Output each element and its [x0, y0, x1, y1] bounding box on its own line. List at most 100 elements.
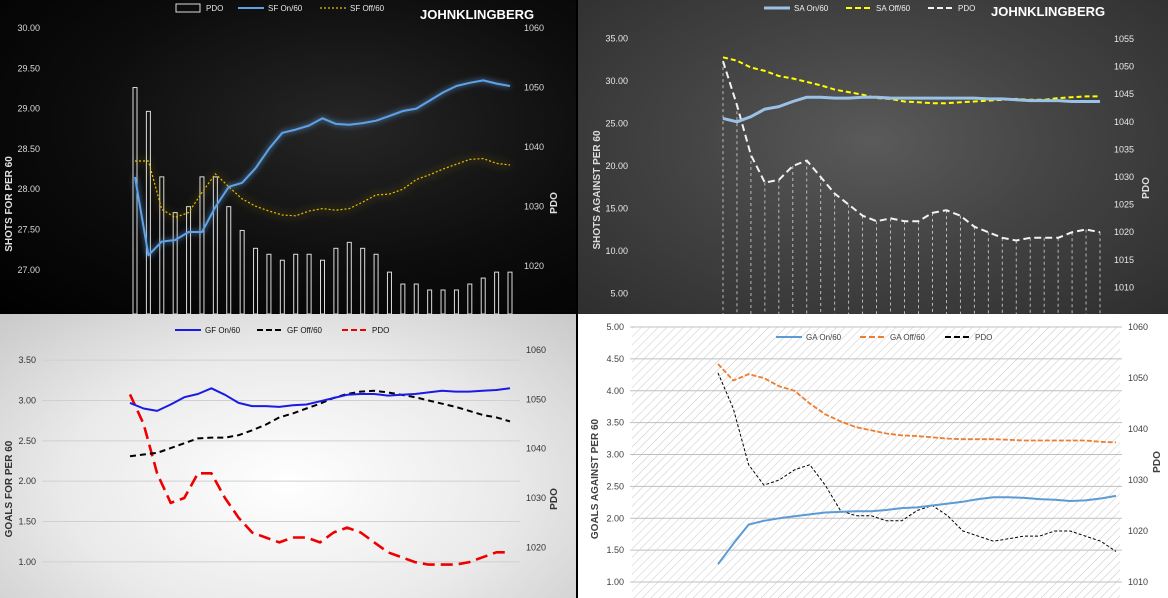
pdo-line: [128, 393, 510, 566]
on-ice-line: [134, 79, 511, 257]
y2-axis-title: PDO: [549, 192, 560, 214]
pdo-bar: [266, 253, 272, 314]
chart-panel-goals-against: 5.00 4.50 4.00 3.50 3.00 2.50 2.00 1.50 1.00 1060…: [578, 314, 1168, 598]
legend-label-pdo: PDO: [372, 326, 389, 335]
pdo-bar: [320, 259, 325, 314]
y2-tick-label: 1035: [1114, 144, 1134, 154]
y2-tick-label: 1015: [1114, 255, 1134, 265]
y2-tick-label: 1030: [1128, 475, 1148, 485]
y-tick-label: 29.50: [17, 63, 40, 73]
off-ice-line: [129, 389, 511, 458]
legend-label-off: GA Off/60: [890, 333, 926, 342]
y-tick-label: 3.00: [606, 450, 624, 460]
y-tick-label: 1.50: [606, 545, 624, 555]
pdo-line: [722, 60, 1101, 242]
pdo-bar: [226, 206, 232, 314]
y2-axis-title: PDO: [549, 488, 560, 510]
pdo-bar: [453, 289, 459, 314]
chart-goals-against: 5.00 4.50 4.00 3.50 3.00 2.50 2.00 1.50 1.00 1060…: [590, 322, 1163, 598]
y2-axis-title: PDO: [1141, 177, 1152, 199]
pdo-bar: [145, 110, 151, 314]
y2-tick-label: 1020: [1114, 227, 1134, 237]
y-axis-title: SHOTS FOR PER 60: [4, 156, 15, 252]
y2-tick-label: 1050: [1114, 62, 1134, 72]
off-ice-line: [722, 56, 1100, 105]
y-tick-label: 35.00: [605, 34, 628, 44]
pdo-bar: [467, 283, 473, 314]
on-ice-line: [722, 95, 1100, 124]
pdo-bar: [386, 271, 392, 314]
y-tick-label: 25.00: [605, 119, 628, 129]
y2-tick-label: 1050: [524, 83, 544, 93]
y2-tick-label: 1025: [1114, 200, 1134, 210]
legend-swatch-pdo: [175, 3, 201, 13]
legend-label-pdo: PDO: [958, 4, 975, 13]
off-ice-line: [135, 158, 511, 218]
y-axis-title: GOALS FOR PER 60: [4, 440, 15, 537]
pdo-bar: [293, 253, 299, 314]
y2-tick-label: 1010: [1128, 577, 1148, 587]
on-ice-line: [717, 494, 1117, 565]
y-tick-label: 4.50: [606, 354, 624, 364]
y2-tick-label: 1010: [1114, 282, 1134, 292]
legend-label-on: SF On/60: [268, 4, 303, 13]
legend-label-on: GF On/60: [205, 326, 241, 335]
y2-tick-label: 1050: [526, 394, 546, 404]
y2-tick-label: 1040: [526, 444, 546, 454]
pdo-bar: [413, 283, 419, 314]
y-tick-label: 10.00: [605, 246, 628, 256]
pdo-line: [717, 372, 1117, 552]
chart-panel-shots-against: 35.00 30.00 25.00 20.00 15.00 10.00 5.00 1055 10…: [578, 0, 1168, 314]
pdo-bar: [400, 283, 406, 314]
pdo-bar: [507, 271, 513, 314]
y-tick-label: 1.00: [18, 557, 36, 567]
y2-tick-label: 1040: [1114, 117, 1134, 127]
pdo-bar: [427, 289, 433, 314]
legend-label-off: SF Off/60: [350, 4, 385, 13]
legend-label-pdo: PDO: [975, 333, 992, 342]
y-tick-label: 28.00: [17, 184, 40, 194]
y-tick-label: 1.00: [606, 577, 624, 587]
pdo-bar: [253, 247, 259, 314]
y2-tick-label: 1060: [1128, 322, 1148, 332]
y2-tick-label: 1030: [526, 493, 546, 503]
pdo-bar: [360, 247, 366, 314]
y2-tick-label: 1050: [1128, 373, 1148, 383]
y2-axis-title: PDO: [1152, 451, 1163, 473]
on-ice-line: [129, 387, 511, 412]
y-tick-label: 2.50: [606, 481, 624, 491]
pdo-bar: [212, 176, 218, 314]
y-tick-label: 5.00: [610, 288, 628, 298]
legend-label-on: SA On/60: [794, 4, 829, 13]
y-tick-label: 20.00: [605, 161, 628, 171]
y-tick-label: 30.00: [605, 76, 628, 86]
y2-tick-label: 1020: [524, 261, 544, 271]
legend-label-on: GA On/60: [806, 333, 842, 342]
y-tick-label: 5.00: [606, 322, 624, 332]
chart-shots-against: 35.00 30.00 25.00 20.00 15.00 10.00 5.00 1055 10…: [592, 4, 1152, 314]
y2-tick-label: 1020: [526, 542, 546, 552]
chart-shots-for: 30.00 29.50 29.00 28.50 28.00 27.50 27.00 1060 1…: [4, 3, 560, 314]
y-axis-title: GOALS AGAINST PER 60: [590, 418, 601, 539]
chart-goals-for: 3.50 3.00 2.50 2.00 1.50 1.00 1060 1050 1040 1030…: [4, 326, 560, 567]
legend-label-off: SA Off/60: [876, 4, 911, 13]
pdo-bar: [494, 271, 500, 314]
off-ice-line: [717, 363, 1117, 444]
pdo-bar: [172, 212, 178, 314]
y2-tick-label: 1045: [1114, 89, 1134, 99]
y2-tick-label: 1060: [524, 23, 544, 33]
y2-tick-label: 1020: [1128, 526, 1148, 536]
pdo-bar: [440, 289, 446, 314]
y2-tick-label: 1040: [524, 142, 544, 152]
legend-label-pdo: PDO: [206, 4, 223, 13]
y2-tick-label: 1055: [1114, 34, 1134, 44]
y-tick-label: 3.50: [606, 418, 624, 428]
y-tick-label: 3.50: [18, 355, 36, 365]
y-tick-label: 27.50: [17, 225, 40, 235]
pdo-bar: [480, 277, 486, 314]
y-tick-label: 2.50: [18, 436, 36, 446]
y-tick-label: 28.50: [17, 144, 40, 154]
plot-area-hatch: [632, 327, 1120, 598]
y-tick-label: 2.00: [606, 513, 624, 523]
y2-tick-label: 1060: [526, 345, 546, 355]
